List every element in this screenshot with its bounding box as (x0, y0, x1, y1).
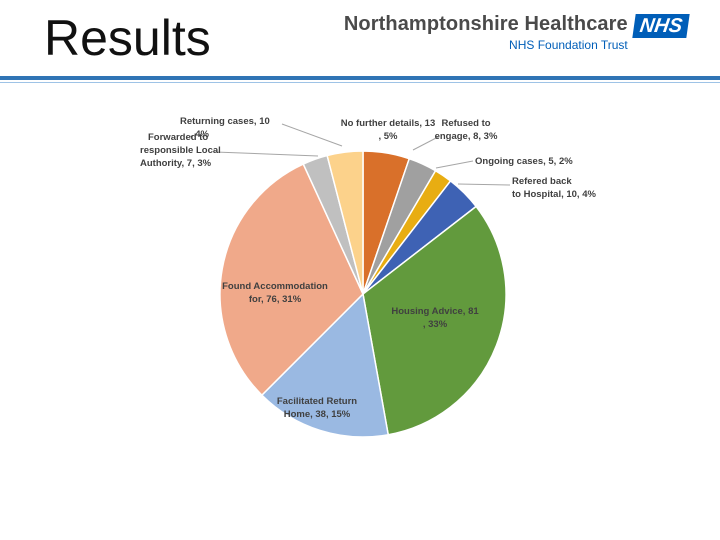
slice-label-housing-advice: Housing Advice, 81, 33% (391, 306, 479, 330)
slice-labels: No further details, 13, 5%Refused to enga… (140, 116, 596, 420)
slice-label-facilitated-return-home: Facilitated Return Home, 38, 15% (277, 396, 357, 420)
slice-label-found-accommodation-for: Found Accommodation for, 76, 31% (222, 281, 328, 305)
pie-slice-facilitated-return-home (260, 292, 390, 438)
org-name: Northamptonshire Healthcare (343, 13, 628, 35)
pie-slice-found-accommodation-for (219, 163, 364, 397)
pie-slices (219, 150, 507, 438)
org-branding: Northamptonshire Healthcare NHS Foundati… (343, 13, 690, 53)
leader-line (412, 136, 439, 151)
slice-label-no-further-details: No further details, 13, 5% (341, 118, 436, 142)
slice-label-refered-back-to-hospital: Refered back to Hospital, 10, 4% (512, 176, 596, 200)
org-text: Northamptonshire Healthcare NHS Foundati… (343, 13, 628, 53)
leader-line (435, 160, 474, 169)
header-rule-thin (0, 82, 720, 83)
leader-lines (214, 123, 511, 186)
pie-slice-returning-cases (326, 150, 364, 295)
slice-label-forwarded-to-responsible-local-authority: Forwarded to responsible Local Authority, … (140, 132, 221, 169)
leader-line (457, 183, 511, 186)
pie-slice-housing-advice (362, 205, 507, 436)
org-subtitle: NHS Foundation Trust (509, 38, 628, 52)
slice-label-ongoing-cases: Ongoing cases, 5, 2% (475, 156, 573, 167)
leader-line (214, 151, 319, 157)
header-rule (0, 76, 720, 80)
leader-line (281, 123, 343, 147)
slide-title: Results (44, 10, 211, 66)
slice-label-returning-cases: Returning cases, 10, 4% (180, 116, 270, 140)
slice-label-refused-to-engage: Refused to engage, 8, 3% (435, 118, 498, 142)
